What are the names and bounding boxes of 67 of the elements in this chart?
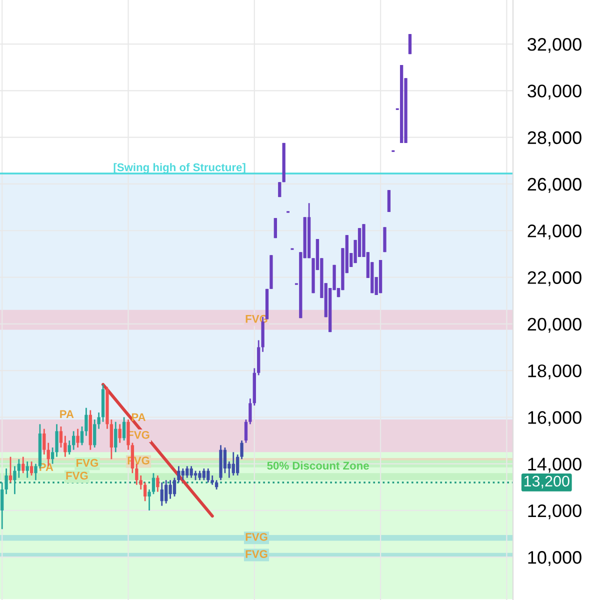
y-tick-label: 18,000 bbox=[528, 364, 582, 380]
candlestick bbox=[64, 435, 67, 458]
candlestick bbox=[59, 426, 63, 448]
annotation: 50% Discount Zone bbox=[267, 461, 369, 470]
band-label: FVG bbox=[76, 458, 98, 467]
ref-line-label: [Swing high of Structure] bbox=[114, 163, 246, 174]
y-tick-label: 30,000 bbox=[528, 84, 582, 100]
band-label: FVG bbox=[246, 550, 268, 558]
candlestick bbox=[232, 451, 235, 476]
annotation: PA bbox=[60, 410, 74, 418]
candlestick bbox=[223, 446, 227, 474]
y-tick-label: 28,000 bbox=[528, 131, 582, 146]
candlestick bbox=[26, 460, 29, 479]
candlestick bbox=[122, 416, 126, 442]
candlestick bbox=[278, 181, 282, 198]
candlestick bbox=[274, 217, 277, 239]
candlestick bbox=[202, 468, 206, 481]
candlestick bbox=[30, 460, 34, 476]
candlestick bbox=[126, 418, 130, 451]
y-tick-label: 26,000 bbox=[528, 178, 582, 193]
candlestick bbox=[139, 474, 142, 490]
candlestick bbox=[114, 421, 118, 453]
candlestick bbox=[194, 470, 198, 481]
annotation: PA bbox=[132, 413, 146, 421]
y-tick-label: 20,000 bbox=[528, 318, 582, 333]
candlestick bbox=[172, 477, 176, 498]
candlestick bbox=[168, 479, 172, 500]
candlestick bbox=[76, 428, 80, 448]
candlestick bbox=[84, 407, 88, 437]
candlestick bbox=[68, 440, 71, 456]
candlestick bbox=[22, 456, 25, 474]
candlestick bbox=[190, 465, 193, 479]
candlestick bbox=[34, 463, 38, 481]
y-tick-label: 14,000 bbox=[528, 458, 582, 473]
y-tick-label: 12,000 bbox=[528, 504, 582, 520]
band-label: FVG bbox=[246, 532, 268, 541]
candlestick bbox=[80, 426, 84, 446]
candlestick bbox=[244, 418, 248, 444]
candlestick bbox=[152, 472, 156, 495]
candlestick bbox=[17, 458, 20, 479]
candlestick bbox=[72, 430, 76, 451]
candlestick bbox=[93, 418, 96, 448]
candlestick bbox=[148, 488, 151, 512]
candlestick bbox=[42, 428, 46, 456]
candlestick bbox=[118, 423, 122, 444]
candlestick bbox=[160, 482, 164, 506]
candlestick bbox=[198, 470, 202, 481]
candlestick bbox=[206, 468, 210, 484]
candlestick bbox=[135, 463, 138, 486]
candlestick bbox=[186, 465, 189, 479]
candlestick bbox=[181, 468, 184, 481]
y-tick-label: 10,000 bbox=[528, 551, 582, 566]
y-tick-label: 24,000 bbox=[528, 224, 582, 240]
candlestick bbox=[408, 33, 412, 55]
candlestick bbox=[387, 189, 391, 213]
y-tick-label: 32,000 bbox=[528, 38, 582, 53]
y-tick-label: 22,000 bbox=[528, 271, 582, 286]
candlestick bbox=[156, 474, 160, 492]
candlestick bbox=[177, 465, 180, 484]
candlestick bbox=[8, 456, 12, 484]
ref-line-label: 13,200 bbox=[524, 476, 570, 488]
candlestick bbox=[143, 482, 147, 502]
candlestick bbox=[164, 479, 168, 504]
candlestick bbox=[214, 479, 218, 490]
band-label: FVG bbox=[66, 472, 88, 480]
candlestick bbox=[210, 474, 214, 486]
y-tick-label: 16,000 bbox=[528, 411, 582, 426]
